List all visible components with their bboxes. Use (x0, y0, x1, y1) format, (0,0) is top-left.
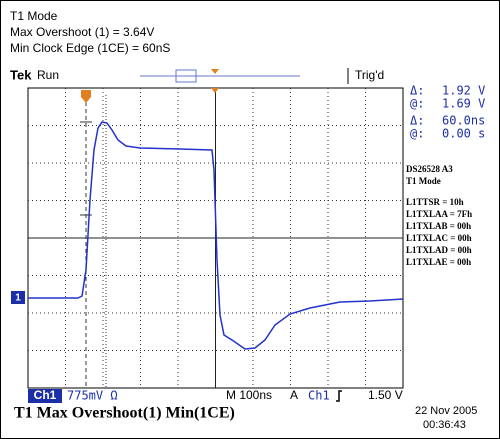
note: L1TTSR = 10h (406, 197, 464, 207)
trigger-status: Trig'd (355, 68, 384, 82)
trigger-marker (211, 88, 219, 93)
waveform (28, 121, 404, 350)
header-line: Min Clock Edge (1CE) = 60nS (10, 41, 170, 55)
note: L1TXLAA = 7Fh (406, 209, 472, 219)
header-line: T1 Mode (10, 9, 58, 23)
readout-symbol: @: (410, 127, 424, 141)
status-trigger-source: Ch1 (308, 389, 330, 403)
readout-value: 0.00 s (442, 127, 485, 141)
channel-marker-box (11, 291, 25, 304)
note: L1TXLAD = 00h (406, 245, 472, 255)
note: DS26528 A3 (406, 164, 453, 174)
note: L1TXLAB = 00h (406, 221, 471, 231)
readout-symbol: Δ: (410, 114, 424, 128)
note: L1TXLAC = 00h (406, 233, 472, 243)
header-line: Max Overshoot (1) = 3.64V (10, 25, 154, 39)
brand: Tek (10, 67, 32, 82)
trigger-position (211, 69, 219, 74)
trigger-marker (81, 90, 91, 103)
status-mode: A (290, 388, 298, 402)
date: 22 Nov 2005 (415, 405, 477, 417)
time: 00:36:43 (423, 419, 466, 431)
record-window (175, 69, 197, 83)
run-state: Run (37, 68, 59, 82)
status-timebase: M 100ns (226, 388, 272, 402)
readout-symbol: Δ: (410, 84, 424, 98)
readout-symbol: @: (410, 97, 424, 111)
readout-value: 1.92 V (442, 84, 485, 98)
edge-symbol (336, 390, 342, 402)
status-channel: Ch1 (34, 388, 57, 402)
note: L1TXLAE = 00h (406, 257, 471, 267)
channel-box (28, 389, 62, 403)
channel-marker: 1 (15, 293, 21, 304)
caption: T1 Max Overshoot(1) Min(1CE) (14, 405, 235, 422)
readout-value: 1.69 V (442, 97, 485, 111)
status-trigger-level: 1.50 V (368, 388, 403, 402)
readout-value: 60.0ns (442, 114, 485, 128)
status-scale: 775mV Ω (67, 389, 118, 403)
note: T1 Mode (406, 176, 441, 186)
